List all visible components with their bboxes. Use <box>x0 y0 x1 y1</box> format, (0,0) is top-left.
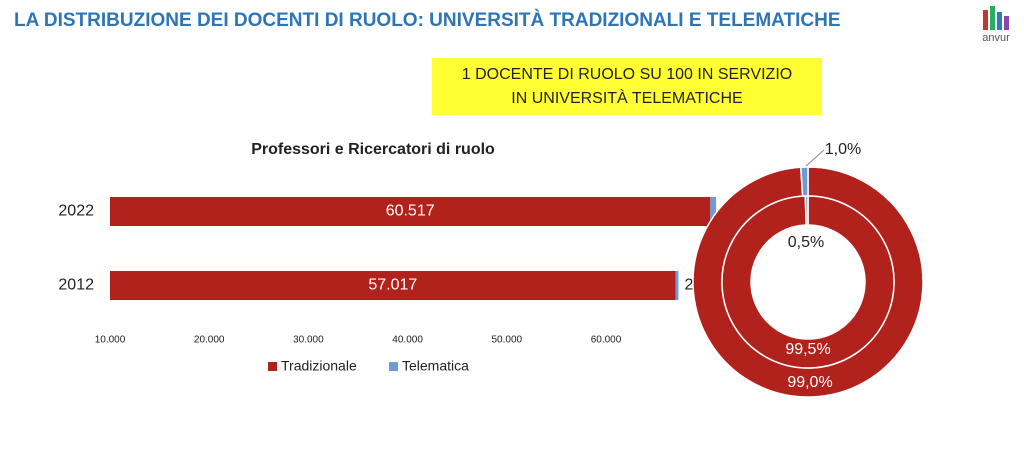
bar-segment <box>110 197 711 226</box>
bar-segment <box>710 197 717 226</box>
logo-bar <box>997 12 1002 30</box>
leader-line <box>805 149 825 167</box>
x-tick-label: 30.000 <box>293 335 324 346</box>
logo: anvur <box>982 6 1010 44</box>
x-tick-label: 20.000 <box>194 335 225 346</box>
logo-bar <box>990 6 995 30</box>
donut-label: 0,5% <box>788 234 824 251</box>
donut-label: 99,5% <box>785 341 830 358</box>
donut-slice <box>799 166 809 197</box>
logo-bar <box>1004 16 1009 30</box>
y-tick-label: 2012 <box>58 277 94 294</box>
donut-slice <box>721 195 895 369</box>
logo-bar <box>983 10 988 30</box>
bar-segment <box>110 271 676 300</box>
callout-box <box>432 58 822 115</box>
y-tick-label: 2022 <box>58 203 94 220</box>
legend-swatch <box>268 362 277 371</box>
chart-title: Professori e Ricercatori di ruolo <box>251 141 495 158</box>
bar-segment <box>675 271 679 300</box>
x-tick-label: 60.000 <box>591 335 622 346</box>
slide-title: LA DISTRIBUZIONE DEI DOCENTI DI RUOLO: U… <box>14 9 841 31</box>
donut-label: 99,0% <box>787 374 832 391</box>
legend-label: Tradizionale <box>281 358 357 374</box>
x-tick-label: 50.000 <box>492 335 523 346</box>
logo-text: anvur <box>982 32 1010 44</box>
legend-label: Telematica <box>402 358 469 374</box>
x-tick-label: 40.000 <box>392 335 423 346</box>
bar-label: 60.517 <box>386 203 435 220</box>
donut-label: 1,0% <box>825 141 861 158</box>
callout-line: 1 DOCENTE DI RUOLO SU 100 IN SERVIZIO <box>462 66 792 83</box>
callout-line: IN UNIVERSITÀ TELEMATICHE <box>511 88 742 107</box>
bar-label: 57.017 <box>368 277 417 294</box>
x-tick-label: 10.000 <box>95 335 126 346</box>
legend-swatch <box>389 362 398 371</box>
donut-slice <box>804 195 809 226</box>
